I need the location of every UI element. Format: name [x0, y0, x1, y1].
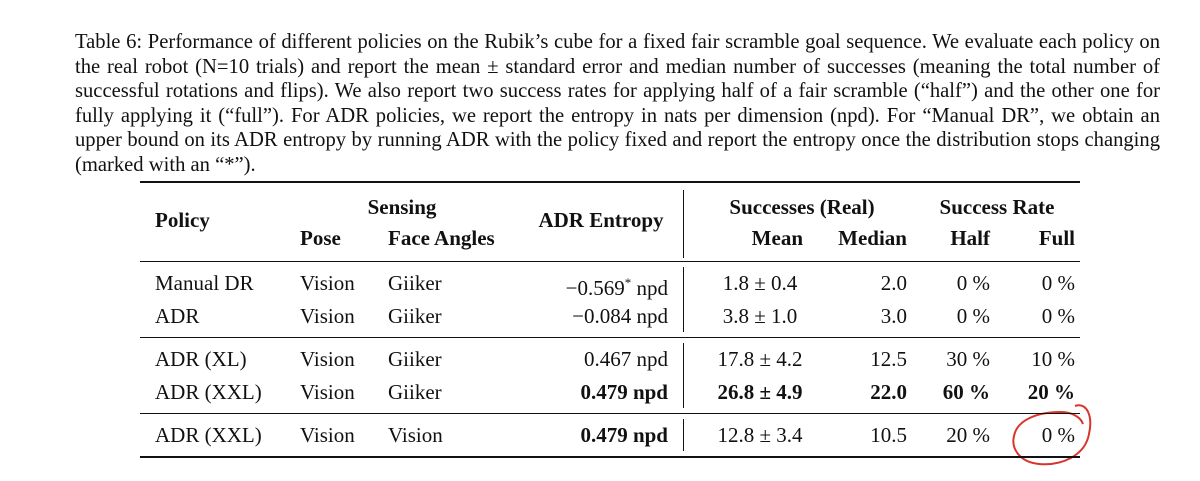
cell-mean: 1.8 ± 0.4 [722, 271, 798, 295]
header-success-rate: Success Rate [939, 195, 1055, 219]
mid-rule [140, 261, 1080, 262]
header-face-angles: Face Angles [388, 226, 495, 250]
table-caption: Table 6: Performance of different polici… [75, 31, 1160, 176]
cell-pose: Vision [300, 347, 355, 371]
cell-median: 3.0 [880, 304, 907, 328]
cell-policy: ADR (XXL) [155, 380, 262, 404]
cell-face-angles: Giiker [388, 304, 442, 328]
column-divider [683, 343, 684, 408]
cell-median: 12.5 [870, 347, 907, 371]
column-divider [683, 419, 684, 451]
entropy-value: −0.569 [565, 276, 625, 300]
cell-half: 20 % [946, 423, 990, 447]
header-successes: Successes (Real) [729, 195, 875, 219]
group-rule [140, 337, 1080, 338]
cell-pose: Vision [300, 423, 355, 447]
header-adr-entropy: ADR Entropy [538, 208, 664, 232]
cell-half: 60 % [942, 380, 990, 404]
cell-adr-entropy: −0.569* npd [566, 271, 668, 300]
footnote-mark: * [624, 275, 632, 290]
cell-full: 20 % [1027, 380, 1075, 404]
cell-pose: Vision [300, 271, 355, 295]
group-rule [140, 413, 1080, 414]
header-half: Half [950, 226, 990, 250]
cell-pose: Vision [300, 304, 355, 328]
bottom-rule [140, 456, 1080, 458]
cell-policy: ADR (XL) [155, 347, 247, 371]
cell-half: 0 % [956, 271, 990, 295]
column-divider [683, 267, 684, 332]
cell-half: 0 % [956, 304, 990, 328]
cell-adr-entropy: 0.479 npd [580, 423, 668, 447]
cell-mean: 26.8 ± 4.9 [717, 380, 803, 404]
cell-mean: 12.8 ± 3.4 [717, 423, 803, 447]
cell-policy: ADR (XXL) [155, 423, 262, 447]
cell-half: 30 % [946, 347, 990, 371]
cell-median: 10.5 [870, 423, 907, 447]
cell-full: 0 % [1041, 271, 1075, 295]
cell-median: 2.0 [880, 271, 907, 295]
header-median: Median [838, 226, 907, 250]
cell-full: 10 % [1031, 347, 1075, 371]
top-rule [140, 181, 1080, 183]
cell-adr-entropy: 0.467 npd [584, 347, 668, 371]
header-pose: Pose [300, 226, 341, 250]
cell-mean: 3.8 ± 1.0 [722, 304, 798, 328]
header-policy: Policy [155, 208, 210, 232]
header-full: Full [1038, 226, 1075, 250]
header-mean: Mean [751, 226, 803, 250]
red-circle-annotation [1012, 404, 1092, 466]
cell-pose: Vision [300, 380, 355, 404]
cell-full: 0 % [1041, 423, 1075, 447]
cell-adr-entropy: 0.479 npd [580, 380, 668, 404]
cell-adr-entropy: −0.084 npd [572, 304, 668, 328]
cell-face-angles: Giiker [388, 380, 442, 404]
cell-policy: ADR [155, 304, 200, 328]
cell-mean: 17.8 ± 4.2 [717, 347, 803, 371]
cell-face-angles: Vision [388, 423, 443, 447]
cell-policy: Manual DR [155, 271, 254, 295]
cell-face-angles: Giiker [388, 271, 442, 295]
cell-face-angles: Giiker [388, 347, 442, 371]
header-sensing: Sensing [367, 195, 437, 219]
column-divider [683, 190, 684, 258]
cell-full: 0 % [1041, 304, 1075, 328]
cell-median: 22.0 [870, 380, 907, 404]
entropy-unit: npd [636, 276, 669, 300]
